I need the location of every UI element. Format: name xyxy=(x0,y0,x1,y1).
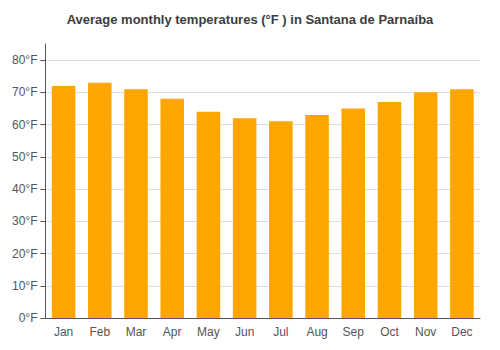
svg-text:50°F: 50°F xyxy=(12,150,37,164)
svg-text:Average monthly temperatures (: Average monthly temperatures (°F ) in Sa… xyxy=(67,12,434,27)
svg-text:10°F: 10°F xyxy=(12,279,37,293)
svg-text:Oct: Oct xyxy=(380,325,399,339)
svg-text:Nov: Nov xyxy=(415,325,436,339)
svg-text:60°F: 60°F xyxy=(12,118,37,132)
svg-text:Dec: Dec xyxy=(451,325,472,339)
svg-text:Sep: Sep xyxy=(343,325,365,339)
svg-text:Feb: Feb xyxy=(89,325,110,339)
svg-text:Jan: Jan xyxy=(54,325,73,339)
svg-text:70°F: 70°F xyxy=(12,85,37,99)
svg-text:20°F: 20°F xyxy=(12,247,37,261)
svg-text:Mar: Mar xyxy=(126,325,147,339)
svg-text:May: May xyxy=(197,325,220,339)
svg-text:0°F: 0°F xyxy=(19,311,38,325)
svg-text:Aug: Aug xyxy=(306,325,327,339)
svg-text:80°F: 80°F xyxy=(12,53,37,67)
svg-text:Apr: Apr xyxy=(163,325,182,339)
svg-text:40°F: 40°F xyxy=(12,182,37,196)
svg-text:Jun: Jun xyxy=(235,325,254,339)
svg-text:30°F: 30°F xyxy=(12,214,37,228)
svg-text:Jul: Jul xyxy=(273,325,288,339)
